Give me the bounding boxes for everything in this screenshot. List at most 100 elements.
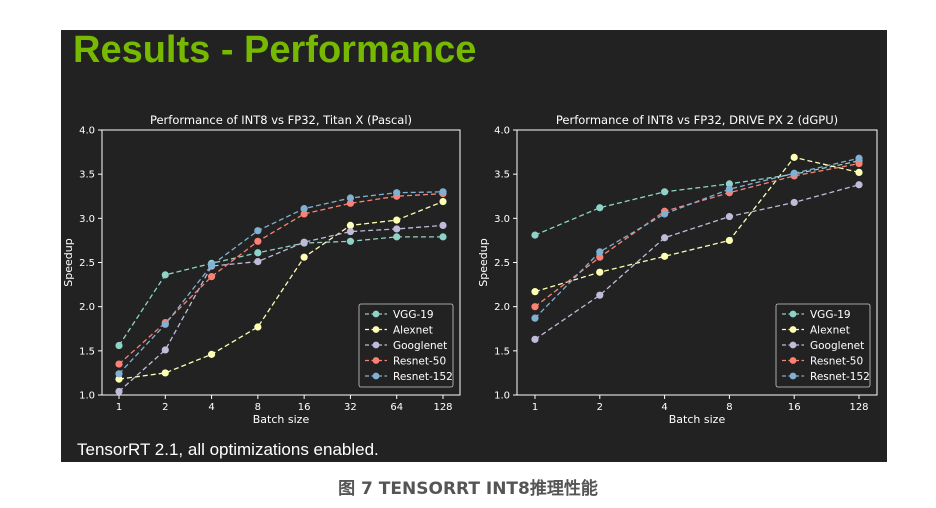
- data-point-resnet-152: [596, 248, 604, 256]
- data-point-resnet-50: [300, 210, 308, 218]
- data-point-alexnet: [661, 252, 669, 260]
- data-point-resnet-152: [346, 194, 355, 202]
- y-tick-label: 4.0: [79, 126, 95, 137]
- series-line-googlenet: [118, 224, 444, 392]
- data-point-resnet-50: [531, 303, 539, 311]
- legend-swatch-marker: [372, 326, 380, 333]
- legend-entry-alexnet: Alexnet: [782, 324, 850, 336]
- slide-footer: TensorRT 2.1, all optimizations enabled.: [77, 440, 379, 459]
- series-resnet-152: [531, 154, 863, 322]
- legend: VGG-19 Alexnet Googlenet Resnet-50 Resnet-15…: [775, 303, 871, 388]
- y-tick-label: 3.5: [79, 170, 95, 181]
- x-tick-label: 16: [298, 402, 311, 413]
- chart-2: Performance of INT8 vs FP32, DRIVE PX 2 …: [477, 113, 878, 426]
- data-point-googlenet: [855, 181, 863, 189]
- series-line-vgg-19: [534, 160, 860, 236]
- y-tick-label: 2.0: [494, 302, 510, 313]
- y-tick-label: 1.0: [494, 391, 510, 402]
- series-resnet-50: [531, 159, 863, 311]
- data-point-resnet-50: [207, 273, 216, 281]
- data-point-alexnet: [300, 253, 308, 261]
- legend-label: Alexnet: [810, 324, 850, 336]
- legend-swatch-marker: [789, 357, 797, 364]
- series-line-resnet-50: [118, 192, 444, 365]
- legend-entry-googlenet: Googlenet: [782, 340, 864, 352]
- series-line-resnet-152: [534, 157, 860, 319]
- legend-swatch-marker: [372, 357, 380, 364]
- y-tick-label: 1.5: [79, 346, 95, 357]
- figure-caption: 图 7 TENSORRT INT8推理性能: [338, 479, 598, 499]
- data-point-resnet-152: [300, 205, 308, 213]
- data-point-googlenet: [300, 238, 308, 246]
- series-line-resnet-50: [534, 162, 860, 308]
- legend-swatch-marker: [372, 310, 380, 318]
- legend-label: Resnet-50: [393, 355, 446, 367]
- data-point-googlenet: [790, 198, 798, 207]
- series-line-alexnet: [534, 156, 860, 293]
- data-point-alexnet: [254, 323, 262, 331]
- legend-label: VGG-19: [810, 309, 851, 321]
- legend-label: Alexnet: [393, 324, 433, 336]
- series-alexnet: [531, 153, 863, 296]
- data-point-googlenet: [596, 291, 604, 299]
- data-point-alexnet: [115, 375, 123, 383]
- data-point-resnet-50: [346, 199, 355, 207]
- x-axis-label: Batch size: [669, 413, 726, 426]
- data-point-vgg-19: [725, 180, 734, 188]
- data-point-googlenet: [725, 212, 734, 221]
- y-tick-label: 2.5: [79, 258, 95, 269]
- data-point-googlenet: [531, 335, 539, 343]
- data-point-alexnet: [346, 221, 355, 229]
- x-tick-label: 32: [344, 402, 357, 413]
- data-point-alexnet: [393, 216, 401, 224]
- legend-box: [775, 303, 871, 388]
- legend-label: Resnet-152: [393, 371, 453, 383]
- series-line-vgg-19: [118, 236, 443, 346]
- x-tick-label: 2: [162, 402, 168, 413]
- data-point-vgg-19: [661, 188, 669, 196]
- charts-canvas: Performance of INT8 vs FP32, Titan X (Pa…: [62, 113, 878, 426]
- series-line-alexnet: [118, 200, 444, 380]
- data-point-resnet-152: [115, 370, 123, 378]
- x-tick-label: 4: [208, 402, 214, 413]
- x-tick-label: 128: [849, 402, 868, 413]
- data-point-vgg-19: [596, 204, 604, 212]
- data-point-resnet-152: [207, 261, 216, 269]
- data-point-vgg-19: [161, 271, 169, 279]
- series-resnet-152: [115, 188, 447, 378]
- data-point-resnet-152: [161, 320, 169, 328]
- data-point-resnet-152: [790, 169, 798, 177]
- data-point-vgg-19: [531, 231, 539, 239]
- data-point-resnet-152: [393, 189, 401, 197]
- series-alexnet: [115, 197, 447, 383]
- x-tick-label: 16: [788, 402, 801, 413]
- chart-title: Performance of INT8 vs FP32, DRIVE PX 2 …: [556, 113, 838, 127]
- data-point-alexnet: [596, 268, 604, 276]
- data-point-resnet-152: [439, 188, 447, 196]
- chart-1: Performance of INT8 vs FP32, Titan X (Pa…: [62, 113, 461, 426]
- legend-label: VGG-19: [393, 309, 434, 321]
- y-tick-label: 2.0: [79, 302, 95, 313]
- legend-entry-alexnet: Alexnet: [365, 324, 433, 336]
- legend-swatch-marker: [789, 310, 797, 318]
- y-tick-label: 1.0: [79, 391, 95, 402]
- data-point-googlenet: [661, 234, 669, 242]
- y-tick-label: 2.5: [494, 258, 510, 269]
- data-point-googlenet: [439, 221, 447, 229]
- y-tick-label: 3.0: [494, 214, 510, 225]
- data-point-googlenet: [115, 387, 123, 396]
- y-axis-label: Speedup: [62, 238, 75, 286]
- data-point-alexnet: [725, 236, 734, 245]
- chart-title: Performance of INT8 vs FP32, Titan X (Pa…: [150, 113, 412, 127]
- legend: VGG-19 Alexnet Googlenet Resnet-50 Resnet-15…: [358, 303, 454, 388]
- data-point-resnet-152: [661, 210, 669, 218]
- legend-entry-vgg-19: VGG-19: [782, 309, 851, 321]
- series-googlenet: [531, 181, 863, 343]
- x-tick-label: 64: [390, 402, 403, 413]
- series-vgg-19: [115, 233, 447, 350]
- legend-swatch-marker: [372, 372, 380, 380]
- data-point-resnet-50: [855, 159, 863, 168]
- data-point-alexnet: [855, 168, 863, 176]
- data-point-resnet-152: [531, 314, 539, 322]
- data-point-vgg-19: [346, 237, 355, 245]
